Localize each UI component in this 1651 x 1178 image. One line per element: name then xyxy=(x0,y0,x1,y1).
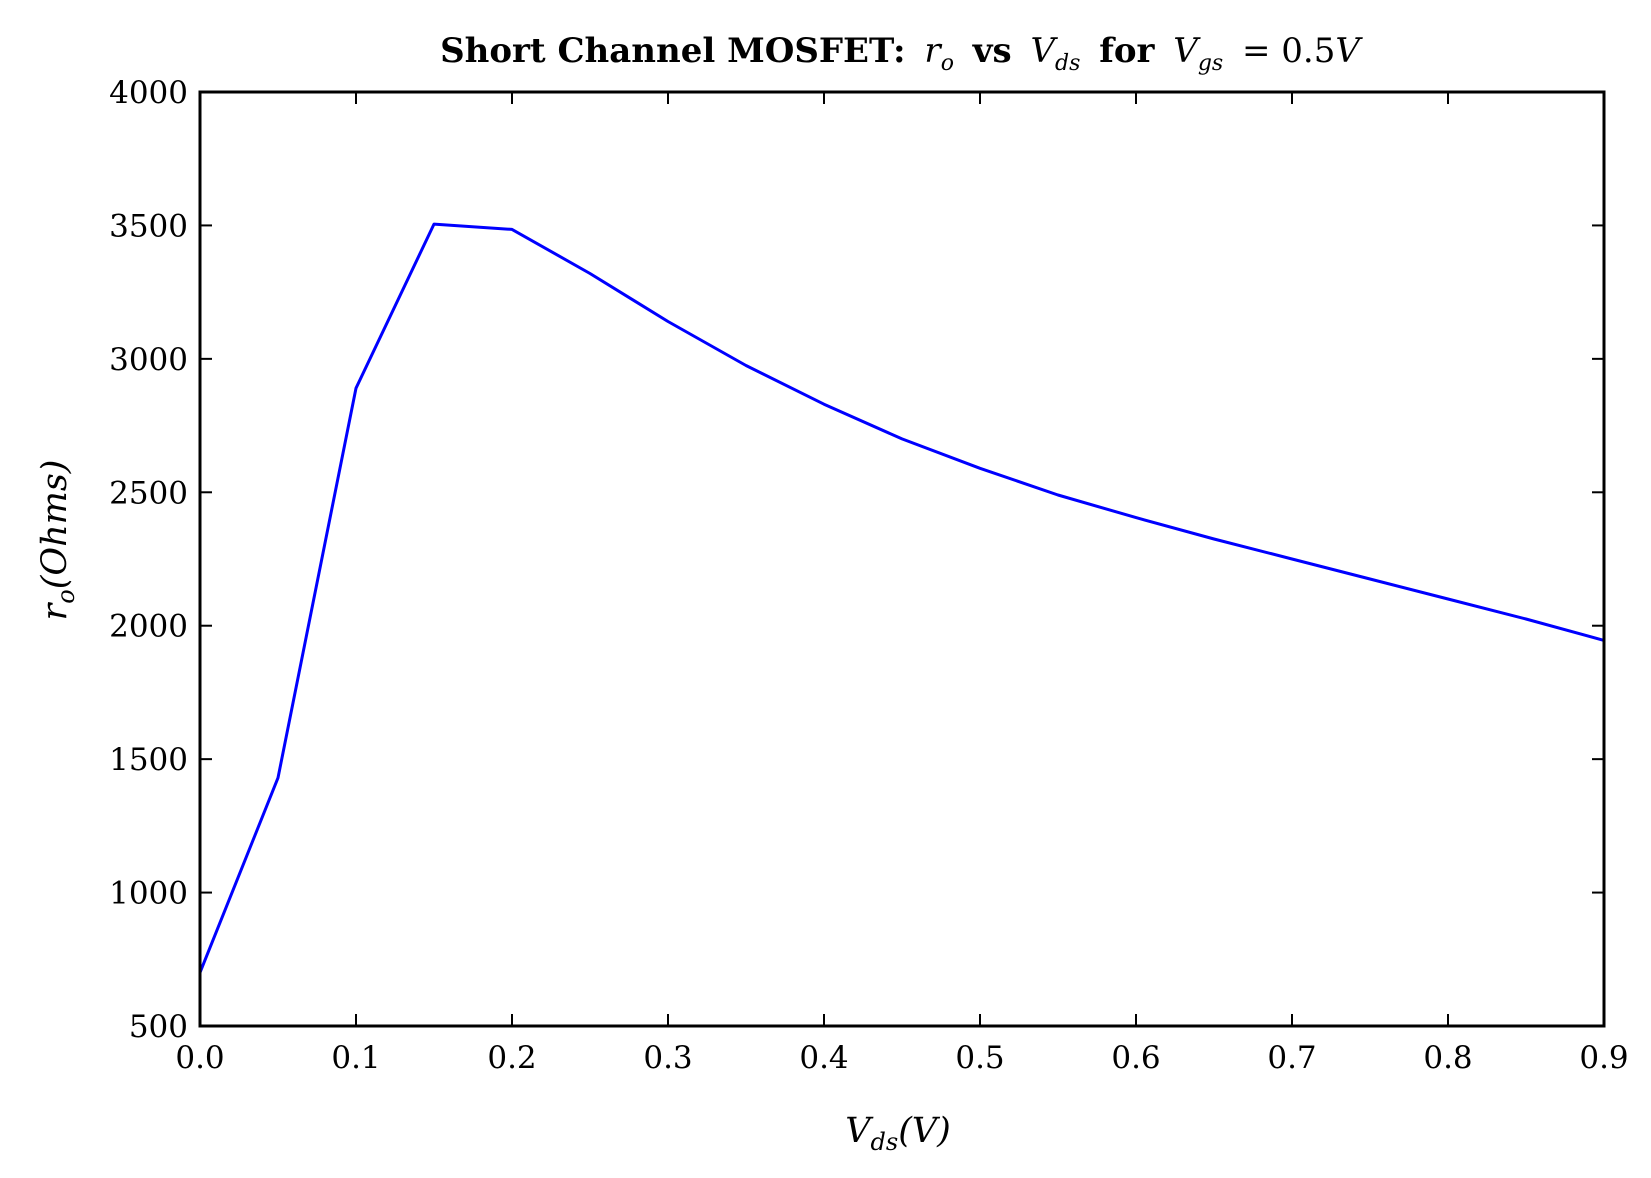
x-tick-label: 0.0 xyxy=(175,1040,224,1076)
title-vds-subscript: ds xyxy=(1055,51,1080,76)
x-tick-label: 0.8 xyxy=(1423,1040,1472,1076)
x-tick-label: 0.5 xyxy=(955,1040,1004,1076)
title-unit: V xyxy=(1335,31,1363,71)
y-tick-label: 500 xyxy=(129,1009,188,1045)
x-axis-ticks: 0.0 0.1 0.2 0.3 0.4 0.5 0.6 0.7 0.8 0.9 xyxy=(175,92,1629,1076)
plot-area-frame xyxy=(198,90,1606,1028)
y-axis-label-subscript: o xyxy=(52,589,80,603)
title-prefix: Short Channel MOSFET: xyxy=(440,31,906,71)
y-axis-label: ro(Ohms) xyxy=(35,460,80,621)
y-tick-label: 3500 xyxy=(109,208,188,244)
x-tick-label: 0.6 xyxy=(1111,1040,1160,1076)
y-tick-label: 1500 xyxy=(109,742,188,778)
y-tick-label: 2000 xyxy=(109,609,188,645)
title-vds-symbol: V xyxy=(1030,31,1058,71)
series-layer xyxy=(198,222,1605,974)
x-axis-label: Vds(V) xyxy=(845,1111,951,1156)
chart-title: Short Channel MOSFET: ro vs Vds for Vgs … xyxy=(440,31,1363,79)
y-axis-label-unit: (Ohms) xyxy=(35,460,75,590)
x-axis-label-subscript: ds xyxy=(871,1128,899,1156)
title-vgs-subscript: gs xyxy=(1198,51,1223,76)
x-tick-label: 0.3 xyxy=(643,1040,692,1076)
x-tick-label: 0.2 xyxy=(487,1040,536,1076)
title-equals: = 0.5 xyxy=(1242,31,1335,71)
x-axis-label-unit: (V) xyxy=(898,1111,951,1151)
y-axis-label-symbol: r xyxy=(35,601,75,620)
x-tick-label: 0.1 xyxy=(331,1040,380,1076)
x-axis-label-symbol: V xyxy=(845,1111,874,1151)
x-tick-label: 0.9 xyxy=(1579,1040,1628,1076)
title-r-symbol: r xyxy=(924,31,942,71)
y-tick-label: 3000 xyxy=(109,342,188,378)
x-tick-label: 0.7 xyxy=(1267,1040,1316,1076)
series-line xyxy=(198,222,1605,974)
y-tick-label: 4000 xyxy=(109,75,188,111)
title-vgs-symbol: V xyxy=(1173,31,1201,71)
y-tick-label: 1000 xyxy=(109,876,188,912)
y-axis-ticks: 500 1000 1500 2000 2500 3000 3500 4000 xyxy=(109,75,1604,1045)
x-tick-label: 0.4 xyxy=(799,1040,848,1076)
title-for: for xyxy=(1099,31,1155,71)
y-tick-label: 2500 xyxy=(109,475,188,511)
title-r-subscript: o xyxy=(941,51,954,76)
title-vs: vs xyxy=(972,31,1012,71)
